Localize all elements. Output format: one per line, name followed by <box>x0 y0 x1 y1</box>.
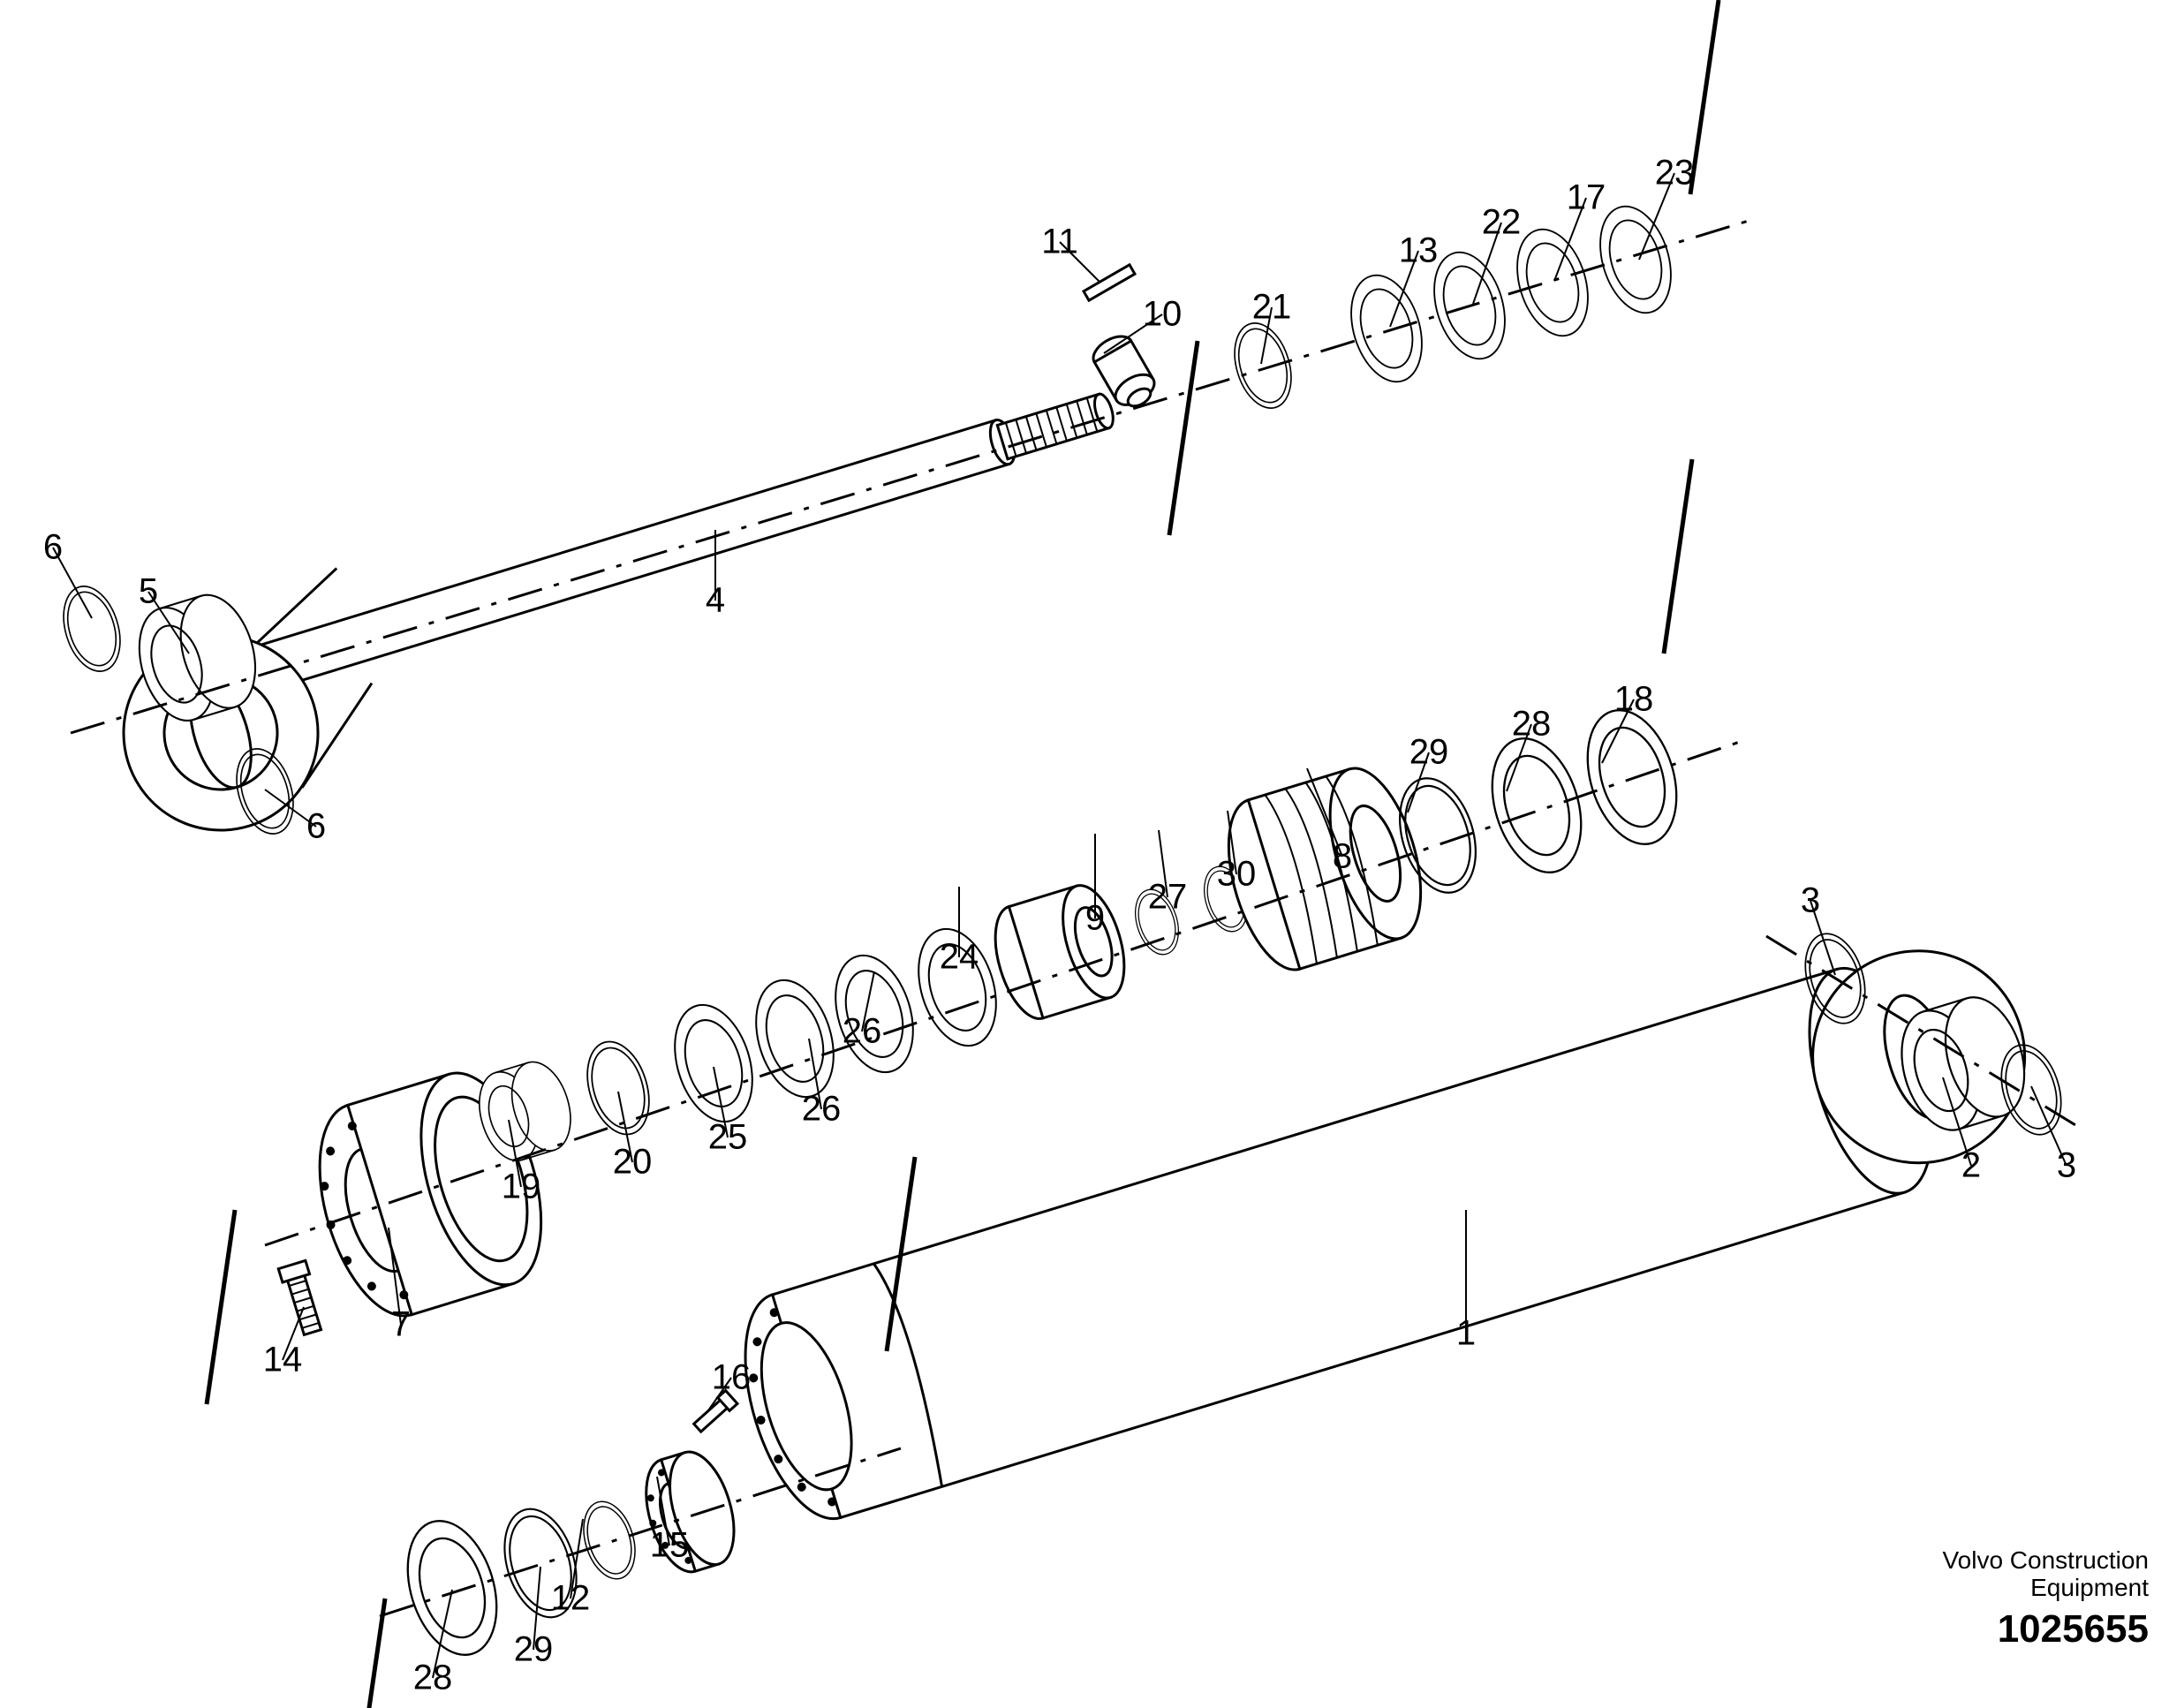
callout-15: 15 <box>650 1526 690 1566</box>
callout-30: 30 <box>1217 855 1257 895</box>
part-ring-12 <box>575 1495 644 1585</box>
callout-8: 8 <box>1333 837 1352 877</box>
callout-6: 6 <box>43 528 63 568</box>
callout-6: 6 <box>306 807 326 847</box>
callout-28: 28 <box>1512 705 1552 744</box>
part-ring-25 <box>743 971 847 1107</box>
footer-brand: Volvo Construction Equipment <box>1943 1547 2149 1602</box>
callout-5: 5 <box>139 572 158 612</box>
callout-23: 23 <box>1655 154 1695 193</box>
callout-28: 28 <box>413 1659 453 1698</box>
callout-13: 13 <box>1399 231 1439 271</box>
part-cylinder-tube <box>722 923 2057 1533</box>
callout-1: 1 <box>1456 1314 1476 1354</box>
callout-17: 17 <box>1567 178 1606 218</box>
part-pin-11 <box>1084 265 1135 300</box>
callout-14: 14 <box>263 1341 303 1380</box>
callout-7: 7 <box>391 1305 411 1345</box>
callout-29: 29 <box>514 1630 554 1670</box>
callout-22: 22 <box>1482 203 1522 243</box>
part-seal-6a <box>54 579 130 678</box>
callout-29: 29 <box>1409 733 1449 773</box>
callout-9: 9 <box>1085 899 1105 939</box>
axis-top <box>71 221 1749 733</box>
footer-brand-line2: Equipment <box>1943 1575 2149 1602</box>
callout-12: 12 <box>551 1579 591 1619</box>
callout-26: 26 <box>843 1012 882 1052</box>
callout-19: 19 <box>502 1168 541 1207</box>
callout-2: 2 <box>1961 1146 1981 1186</box>
callout-24: 24 <box>940 938 979 978</box>
part-piston-rod <box>158 387 1118 720</box>
part-ring-20 <box>577 1034 660 1142</box>
part-ring-18 <box>1572 699 1691 856</box>
callout-3: 3 <box>1801 881 1820 921</box>
part-ring-28a <box>1477 728 1596 884</box>
exploded-diagram-svg <box>0 0 2184 1708</box>
footer-brand-line1: Volvo Construction <box>1943 1547 2149 1575</box>
part-spacer-9 <box>984 878 1136 1025</box>
callout-11: 11 <box>1041 223 1078 262</box>
callout-26: 26 <box>802 1090 842 1130</box>
callout-27: 27 <box>1148 878 1188 918</box>
footer-number: 1025655 <box>1998 1607 2149 1651</box>
callout-4: 4 <box>706 581 725 621</box>
part-ring-13 <box>1339 267 1433 390</box>
part-ring-21 <box>1225 316 1301 415</box>
part-bolt-14 <box>278 1260 326 1336</box>
callout-10: 10 <box>1143 295 1183 335</box>
diagram-stage: 1233456678910111213141516171819202122232… <box>0 0 2184 1708</box>
callout-21: 21 <box>1252 288 1292 328</box>
callout-20: 20 <box>613 1143 653 1183</box>
callout-16: 16 <box>712 1358 752 1398</box>
callout-18: 18 <box>1614 680 1654 720</box>
callout-3: 3 <box>2057 1146 2076 1186</box>
callout-25: 25 <box>708 1118 748 1158</box>
part-ring-26a <box>661 995 766 1131</box>
part-ring-28b <box>392 1510 511 1666</box>
